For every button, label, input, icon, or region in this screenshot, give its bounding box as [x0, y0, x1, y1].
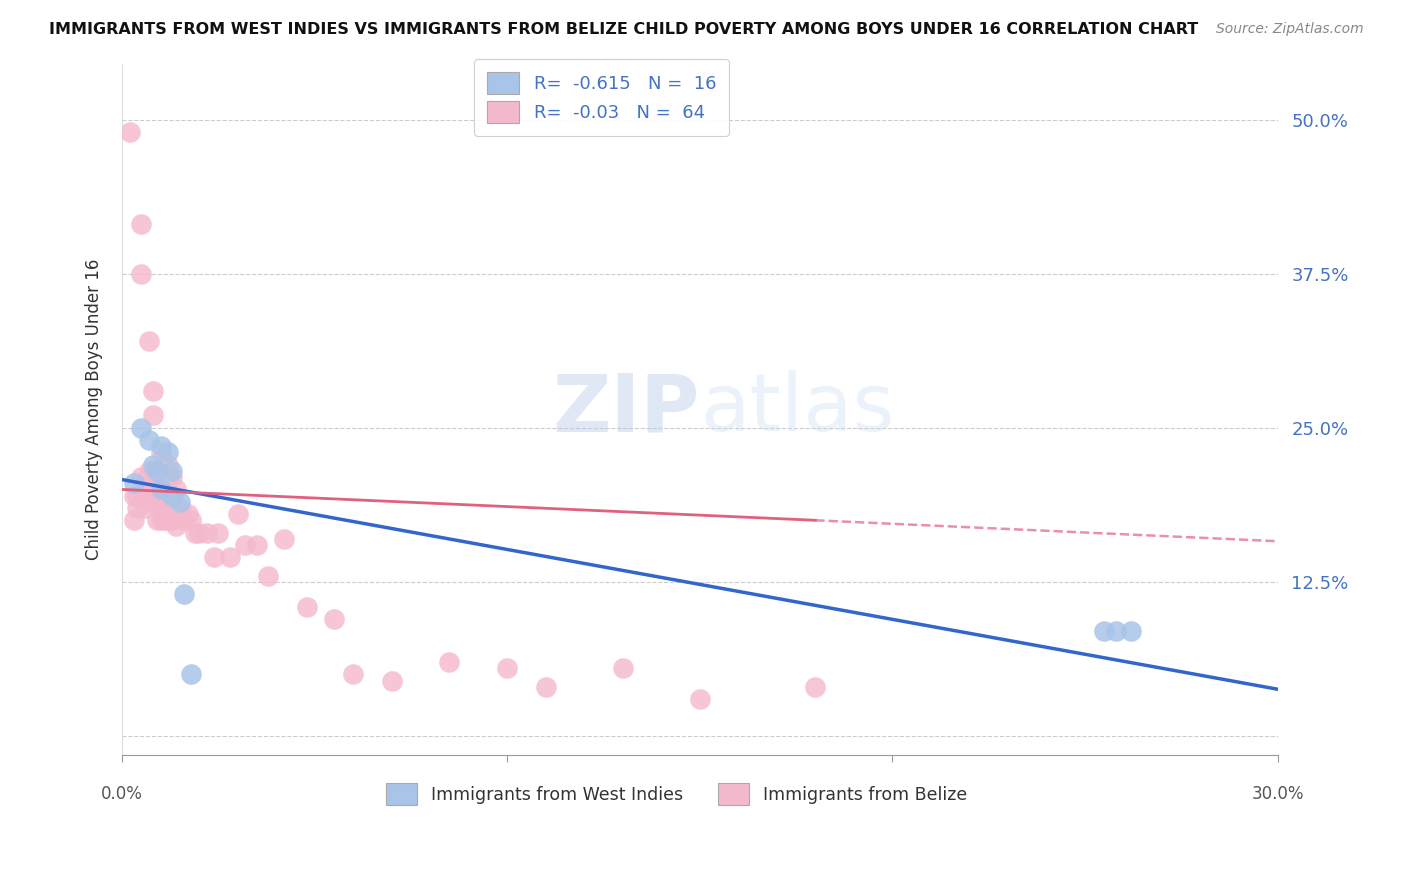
Point: [153, 513, 176, 527]
Point: [173, 513, 195, 527]
Text: IMMIGRANTS FROM WEST INDIES VS IMMIGRANTS FROM BELIZE CHILD POVERTY AMONG BOYS U: IMMIGRANTS FROM WEST INDIES VS IMMIGRANT…: [49, 22, 1198, 37]
Y-axis label: Child Poverty Among Boys Under 16: Child Poverty Among Boys Under 16: [86, 259, 103, 560]
Point: [142, 464, 165, 478]
Point: [138, 433, 160, 447]
Point: [180, 667, 202, 681]
Text: ZIP: ZIP: [553, 370, 700, 449]
Point: [122, 476, 145, 491]
Point: [149, 464, 172, 478]
Point: [145, 464, 167, 478]
Point: [257, 568, 280, 582]
Point: [127, 500, 149, 515]
Point: [195, 525, 218, 540]
Point: [138, 483, 160, 497]
Point: [804, 680, 827, 694]
Point: [142, 489, 165, 503]
Point: [233, 538, 256, 552]
Point: [180, 513, 202, 527]
Point: [149, 495, 172, 509]
Point: [134, 489, 156, 503]
Point: [342, 667, 364, 681]
Point: [322, 612, 344, 626]
Point: [295, 599, 318, 614]
Point: [142, 476, 165, 491]
Point: [149, 483, 172, 497]
Point: [153, 483, 176, 497]
Point: [165, 519, 187, 533]
Point: [142, 409, 165, 423]
Point: [157, 445, 180, 459]
Text: atlas: atlas: [700, 370, 894, 449]
Point: [496, 661, 519, 675]
Point: [131, 267, 153, 281]
Point: [219, 550, 242, 565]
Point: [534, 680, 557, 694]
Point: [160, 513, 183, 527]
Point: [207, 525, 229, 540]
Point: [612, 661, 634, 675]
Point: [226, 507, 249, 521]
Point: [176, 507, 198, 521]
Point: [145, 513, 167, 527]
Point: [157, 458, 180, 472]
Point: [246, 538, 269, 552]
Text: 30.0%: 30.0%: [1251, 785, 1303, 804]
Point: [184, 525, 207, 540]
Point: [138, 495, 160, 509]
Point: [138, 464, 160, 478]
Point: [165, 483, 187, 497]
Point: [157, 513, 180, 527]
Point: [160, 489, 183, 503]
Point: [127, 489, 149, 503]
Point: [439, 655, 461, 669]
Point: [122, 489, 145, 503]
Point: [131, 421, 153, 435]
Point: [131, 470, 153, 484]
Point: [169, 495, 191, 509]
Point: [157, 470, 180, 484]
Point: [142, 384, 165, 398]
Point: [1121, 624, 1143, 639]
Point: [173, 587, 195, 601]
Point: [138, 334, 160, 349]
Point: [188, 525, 211, 540]
Point: [134, 483, 156, 497]
Point: [122, 513, 145, 527]
Text: 0.0%: 0.0%: [101, 785, 143, 804]
Point: [160, 470, 183, 484]
Point: [142, 458, 165, 472]
Point: [145, 476, 167, 491]
Point: [145, 489, 167, 503]
Point: [1105, 624, 1128, 639]
Point: [381, 673, 404, 688]
Point: [149, 483, 172, 497]
Point: [689, 692, 711, 706]
Point: [204, 550, 226, 565]
Point: [131, 218, 153, 232]
Point: [273, 532, 295, 546]
Point: [1092, 624, 1115, 639]
Point: [149, 445, 172, 459]
Point: [149, 513, 172, 527]
Point: [149, 439, 172, 453]
Text: Source: ZipAtlas.com: Source: ZipAtlas.com: [1216, 22, 1364, 37]
Legend: Immigrants from West Indies, Immigrants from Belize: Immigrants from West Indies, Immigrants …: [375, 772, 977, 815]
Point: [169, 500, 191, 515]
Point: [134, 500, 156, 515]
Point: [149, 500, 172, 515]
Point: [118, 125, 141, 139]
Point: [160, 464, 183, 478]
Point: [153, 500, 176, 515]
